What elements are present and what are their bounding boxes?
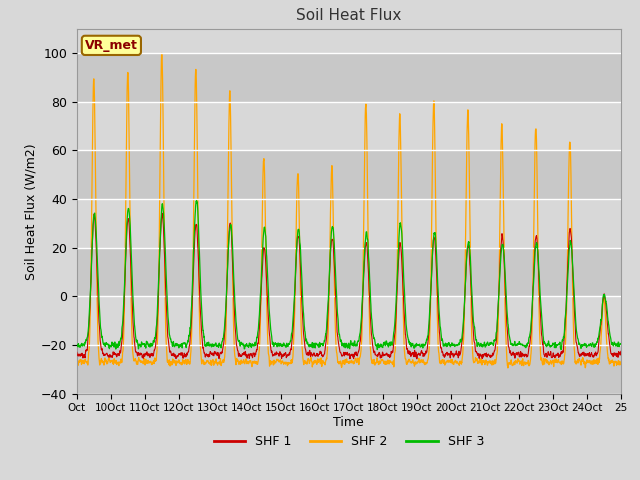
Bar [77, 199, 621, 248]
Legend: SHF 1, SHF 2, SHF 3: SHF 1, SHF 2, SHF 3 [209, 430, 489, 453]
Title: Soil Heat Flux: Soil Heat Flux [296, 9, 401, 24]
Bar [77, 345, 621, 394]
Text: VR_met: VR_met [85, 39, 138, 52]
X-axis label: Time: Time [333, 416, 364, 429]
Y-axis label: Soil Heat Flux (W/m2): Soil Heat Flux (W/m2) [25, 143, 38, 279]
Bar [77, 296, 621, 345]
Bar [77, 150, 621, 199]
Bar [77, 248, 621, 296]
Bar [77, 102, 621, 150]
Bar [77, 53, 621, 102]
